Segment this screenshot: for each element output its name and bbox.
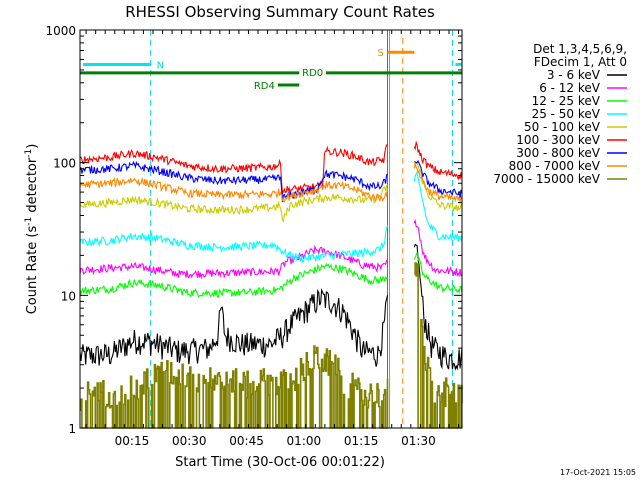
x-axis-label: Start Time (30-Oct-06 00:01:22) <box>175 455 385 470</box>
y-tick-label: 10 <box>61 289 76 303</box>
mode-bars: N S RD0 RD4 <box>80 48 462 92</box>
series-line-2 <box>413 252 463 295</box>
legend-header-line-2: FDecim 1, Att 0 <box>534 55 627 69</box>
series-line-6 <box>79 160 388 203</box>
y-axis-label: Count Rate (s-1 detector-1) <box>24 144 40 315</box>
series-line-4 <box>79 184 388 223</box>
series-line-7 <box>413 163 463 204</box>
series-line-4 <box>413 161 463 212</box>
footer-date: 17-Oct-2021 15:05 <box>560 468 636 477</box>
legend: Det 1,3,4,5,6,9, FDecim 1, Att 0 3 - 6 k… <box>493 42 627 186</box>
x-tick-label: 00:30 <box>172 434 207 448</box>
plot-frame <box>79 29 463 429</box>
legend-label-4: 50 - 100 keV <box>524 120 601 134</box>
y-tick-label: 1000 <box>45 24 76 38</box>
series-line-6 <box>414 159 463 198</box>
y-axis-label-mid: detector <box>25 157 40 217</box>
series-line-8 <box>414 262 463 429</box>
legend-label-8: 7000 - 15000 keV <box>493 172 600 186</box>
y-axis-label-main: Count Rate (s <box>25 226 40 315</box>
x-tick-label: 01:00 <box>287 434 322 448</box>
series-line-1 <box>413 218 463 278</box>
x-tick-label: 00:15 <box>115 434 150 448</box>
night-label: N <box>157 60 164 71</box>
series-line-5 <box>79 144 388 195</box>
x-tick-label: 01:15 <box>344 434 379 448</box>
y-tick-label: 1 <box>68 422 76 436</box>
series-line-7 <box>79 176 389 203</box>
y-axis-label-sup1: -1 <box>24 217 34 226</box>
rd4-label: RD4 <box>254 81 275 92</box>
series-line-3 <box>413 171 463 242</box>
series-line-2 <box>79 262 388 298</box>
legend-label-5: 100 - 300 keV <box>516 133 600 147</box>
y-tick-label: 100 <box>53 157 76 171</box>
axes: 1 10 100 1000 00:15 00:30 00:45 01:00 01:15 01:30 <box>45 24 462 448</box>
saa-label: S <box>378 48 384 59</box>
chart-title: RHESSI Observing Summary Count Rates <box>125 3 435 21</box>
rd0-label: RD0 <box>302 68 323 79</box>
legend-label-1: 6 - 12 keV <box>539 81 601 95</box>
legend-label-7: 800 - 7000 keV <box>509 159 601 173</box>
y-axis-label-close: ) <box>25 144 40 149</box>
legend-label-6: 300 - 800 keV <box>516 146 600 160</box>
legend-label-0: 3 - 6 keV <box>547 68 601 82</box>
x-tick-label: 00:45 <box>229 434 264 448</box>
legend-label-2: 12 - 25 keV <box>532 94 601 108</box>
series-line-3 <box>79 224 389 263</box>
series-line-5 <box>413 140 463 181</box>
legend-label-3: 25 - 50 keV <box>532 107 601 121</box>
y-axis-label-sup2: -1 <box>24 149 34 158</box>
legend-header-line-1: Det 1,3,4,5,6,9, <box>533 42 627 56</box>
series-line-0 <box>413 243 463 371</box>
series-line-0 <box>79 287 389 367</box>
x-tick-label: 01:30 <box>401 434 436 448</box>
